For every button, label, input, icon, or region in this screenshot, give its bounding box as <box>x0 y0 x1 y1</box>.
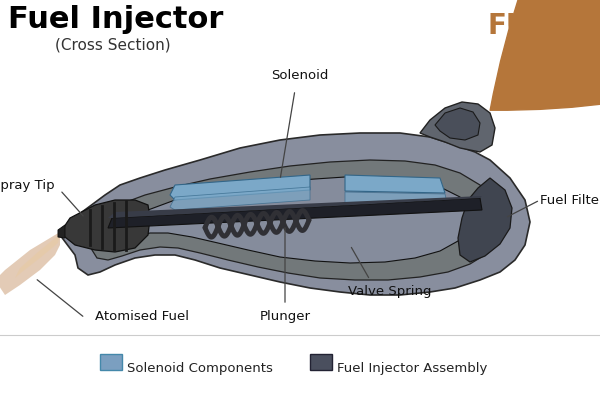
Polygon shape <box>420 102 495 152</box>
Text: FUEL: FUEL <box>487 12 565 40</box>
Text: Spray Tip: Spray Tip <box>0 178 55 192</box>
Polygon shape <box>60 200 150 252</box>
FancyBboxPatch shape <box>100 354 122 370</box>
Polygon shape <box>435 108 480 140</box>
Text: Atomised Fuel: Atomised Fuel <box>95 310 189 323</box>
Polygon shape <box>345 192 448 208</box>
Text: Fuel Injector: Fuel Injector <box>8 5 223 34</box>
Text: Solenoid Components: Solenoid Components <box>127 362 273 375</box>
Polygon shape <box>458 178 512 262</box>
Polygon shape <box>108 198 482 228</box>
Polygon shape <box>58 225 65 238</box>
Polygon shape <box>0 232 60 295</box>
Text: Fuel Injector Assembly: Fuel Injector Assembly <box>337 362 487 375</box>
Text: Plunger: Plunger <box>260 310 311 323</box>
Polygon shape <box>60 133 530 295</box>
Polygon shape <box>82 160 502 280</box>
Polygon shape <box>108 196 482 218</box>
Polygon shape <box>345 175 445 193</box>
Text: (Cross Section): (Cross Section) <box>55 38 170 53</box>
Text: Solenoid: Solenoid <box>271 69 329 82</box>
Polygon shape <box>15 234 60 278</box>
Text: Fuel Filter: Fuel Filter <box>540 194 600 207</box>
Polygon shape <box>112 177 470 263</box>
FancyBboxPatch shape <box>310 354 332 370</box>
Text: Valve Spring: Valve Spring <box>348 285 432 298</box>
Polygon shape <box>170 187 310 210</box>
Polygon shape <box>170 175 310 200</box>
